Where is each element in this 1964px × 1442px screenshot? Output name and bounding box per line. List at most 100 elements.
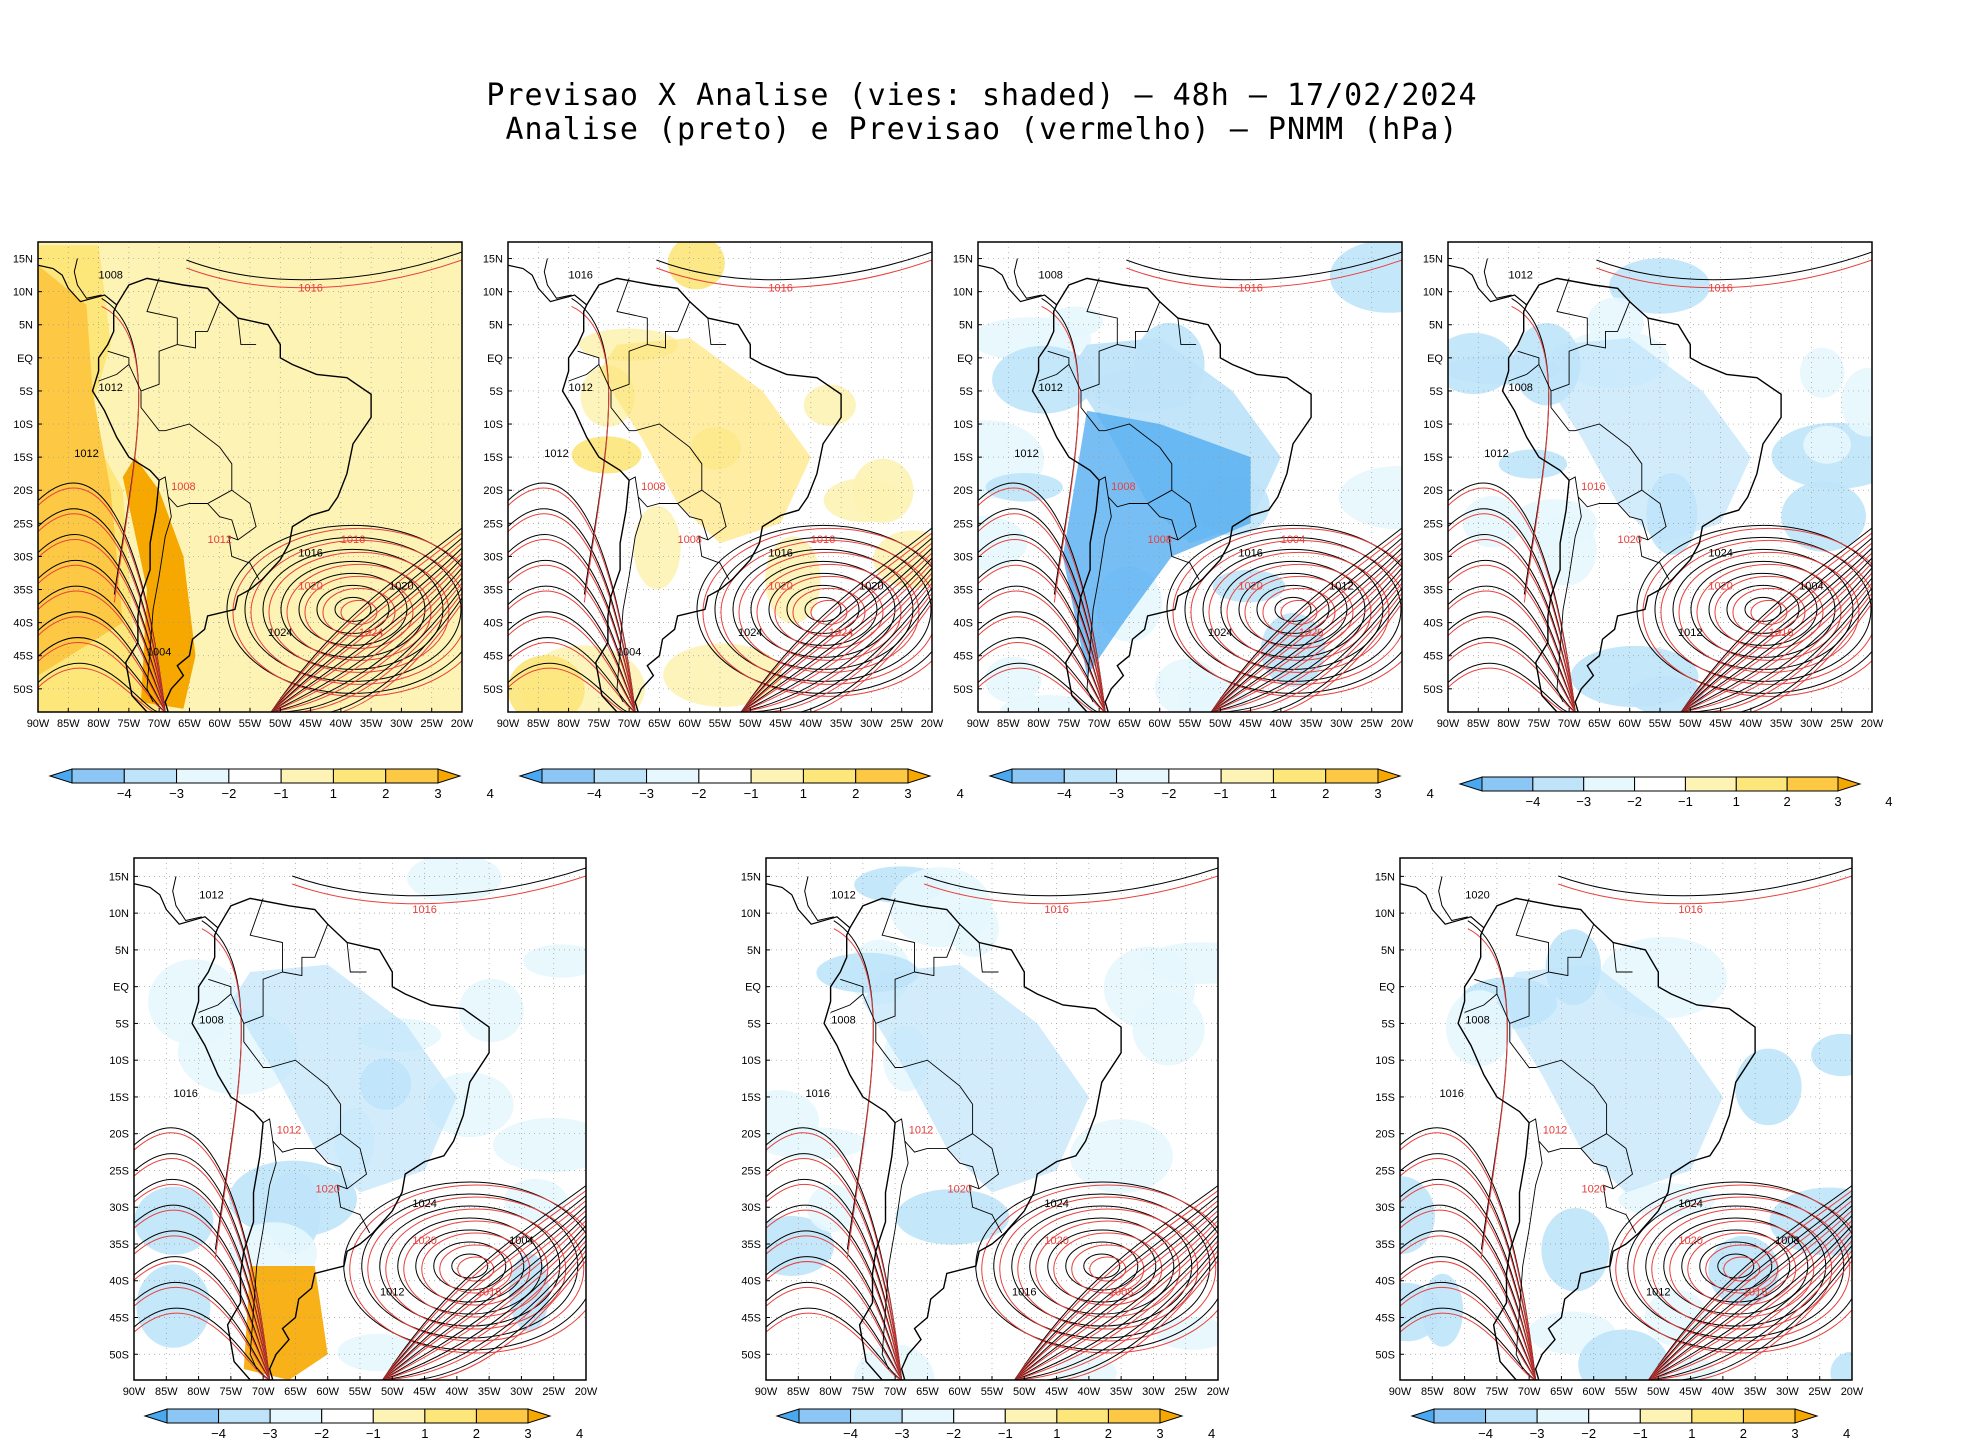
colorbar-label: −3 (895, 1426, 910, 1441)
lat-tick-label: EQ (113, 982, 129, 994)
axis-labels: 15N 10N 5N EQ 5S 10S 15S 20S 25S 30S 35S 40S 45S 50S 9… (953, 254, 1414, 730)
colorbar-label: −2 (1627, 794, 1642, 809)
colorbar-label: −4 (1478, 1426, 1493, 1441)
coastlines (1400, 876, 1756, 1380)
isobar-label: 1020 (859, 581, 883, 593)
coastlines (978, 258, 1312, 712)
isobar-label: 1024 (412, 1198, 436, 1210)
isobars (766, 867, 1218, 1380)
colorbar-label: 1 (1270, 786, 1277, 801)
lat-tick-label: 10S (1375, 1055, 1395, 1067)
isobar-label: 1004 (147, 647, 171, 659)
lon-tick-label: 45W (1679, 1386, 1702, 1398)
isobars (978, 251, 1402, 712)
colorbar-swatch (269, 1408, 323, 1424)
colorbar-swatch (1532, 776, 1585, 792)
lon-tick-label: 30W (390, 718, 413, 730)
lon-tick-label: 30W (1776, 1386, 1799, 1398)
lon-tick-label: 80W (87, 718, 110, 730)
lon-tick-label: 20W (1207, 1386, 1230, 1398)
isobar-label: 1008 (677, 534, 701, 546)
lon-tick-label: 70W (884, 1386, 907, 1398)
lon-tick-label: 70W (148, 718, 171, 730)
isobar-label: 1016 (1708, 283, 1732, 295)
lat-tick-label: 5S (116, 1018, 129, 1030)
colorbar-label: −3 (1576, 794, 1591, 809)
colorbar-label: −2 (1161, 786, 1176, 801)
lon-tick-label: 65W (1588, 718, 1611, 730)
colorbar-swatch (332, 768, 387, 784)
colorbar-label: −1 (1214, 786, 1229, 801)
colorbar-swatch (1583, 776, 1636, 792)
isobar-label: 1024 (359, 627, 383, 639)
lat-tick-label: 35S (109, 1239, 129, 1251)
colorbar-swatch (953, 1408, 1006, 1424)
colorbar-label: 3 (434, 786, 441, 801)
lat-tick-label: 25S (1423, 518, 1443, 530)
lon-tick-label: 45W (299, 718, 322, 730)
colorbar-label: 1 (1688, 1426, 1695, 1441)
colorbar-swatch (1691, 1408, 1744, 1424)
colorbar-label: −4 (117, 786, 132, 801)
colorbar: −4 −3 −2 −1 1 2 3 4 (988, 768, 1434, 801)
graticule (508, 242, 932, 712)
isobar-label: 1012 (568, 382, 592, 394)
coastlines (766, 876, 1122, 1380)
colorbar-label: 2 (1105, 1426, 1112, 1441)
colorbar-label: −2 (314, 1426, 329, 1441)
lon-tick-label: 80W (1453, 1386, 1476, 1398)
colorbar-swatch (1634, 776, 1686, 792)
colorbar-swatch (1588, 1408, 1641, 1424)
colorbar-label: 4 (1843, 1426, 1850, 1441)
lat-tick-label: 15S (1375, 1092, 1395, 1104)
colorbar-label: 2 (1740, 1426, 1747, 1441)
lon-tick-label: 35W (830, 718, 853, 730)
colorbar-label: 1 (421, 1426, 428, 1441)
colorbar-label: −2 (691, 786, 706, 801)
isobar-label: 1020 (1299, 627, 1323, 639)
lat-tick-label: 45S (483, 651, 503, 663)
coastlines (134, 876, 490, 1380)
lat-tick-label: 10S (109, 1055, 129, 1067)
colorbar-swatch (385, 768, 439, 784)
lon-tick-label: 25W (1830, 718, 1853, 730)
colorbar-label: −3 (169, 786, 184, 801)
lat-tick-label: 45S (109, 1313, 129, 1325)
lat-tick-label: 35S (483, 585, 503, 597)
isobar-label: 1012 (831, 889, 855, 901)
colorbar-label: 2 (852, 786, 859, 801)
colorbar-label: −4 (1057, 786, 1072, 801)
lon-tick-label: 65W (284, 1386, 307, 1398)
map-panel-brams: 1008 1016 1012 1008 1012 1012 1016 1020 1024 1024… (13, 241, 474, 730)
lon-tick-label: 40W (1740, 718, 1763, 730)
lon-tick-label: 85W (787, 1386, 810, 1398)
colorbar-label: −2 (221, 786, 236, 801)
lat-tick-label: 15N (741, 871, 761, 883)
axis-labels: 15N 10N 5N EQ 5S 10S 15S 20S 25S 30S 35S 40S 45S 50S 9… (1423, 254, 1884, 730)
lat-tick-label: 30S (13, 551, 33, 563)
colorbar-swatch (798, 1408, 852, 1424)
isobar-label: 1012 (1508, 269, 1532, 281)
graticule (1400, 858, 1852, 1380)
colorbar: −4 −3 −2 −1 1 2 3 4 (1410, 1408, 1850, 1441)
colorbar-swatch (1742, 1408, 1796, 1424)
lat-tick-label: EQ (1379, 982, 1395, 994)
isobar-label: 1012 (199, 889, 223, 901)
isobar-label: 1012 (1543, 1125, 1567, 1137)
colorbar-label: −3 (1530, 1426, 1545, 1441)
colorbar-swatch (1485, 1408, 1538, 1424)
map-panel-eta8km: 1008 1016 1012 1008 1012 1008 1016 1020 1024 1020… (953, 241, 1414, 730)
isobar-label: 1020 (1678, 1235, 1702, 1247)
lat-tick-label: 5S (490, 386, 503, 398)
colorbar-label: 1 (1053, 1426, 1060, 1441)
lon-tick-label: 65W (1118, 718, 1141, 730)
lat-tick-label: 20S (109, 1129, 129, 1141)
colorbar-label: −1 (1678, 794, 1693, 809)
lon-tick-label: 20W (1391, 718, 1414, 730)
lon-tick-label: 70W (1088, 718, 1111, 730)
isobar-label: 1020 (947, 1184, 971, 1196)
lat-tick-label: 5N (1381, 945, 1395, 957)
lon-tick-label: 50W (381, 1386, 404, 1398)
figure-title-line1: Previsao X Analise (vies: shaded) – 48h … (486, 78, 1478, 113)
colorbar-label: 4 (576, 1426, 583, 1441)
